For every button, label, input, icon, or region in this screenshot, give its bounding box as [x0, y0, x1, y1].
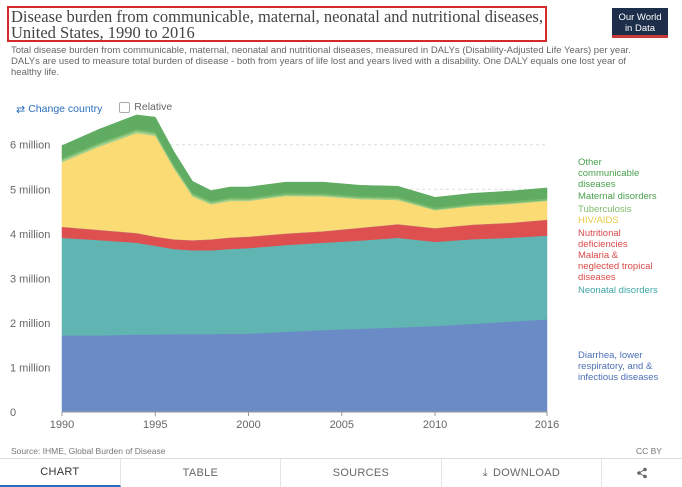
x-tick-label: 2005	[330, 419, 354, 431]
area-series-1	[61, 235, 548, 336]
chart-area: 0 1 million 2 million 3 million 4 million 5 m…	[10, 114, 659, 431]
share-icon	[637, 467, 647, 479]
y-tick-label: 4 million	[10, 229, 50, 241]
chart-subtitle: Total disease burden from communicable, …	[11, 45, 631, 78]
tab-chart-label: CHART	[40, 466, 80, 478]
y-tick-label: 3 million	[10, 273, 50, 285]
title-highlight-box	[7, 6, 547, 42]
tab-table[interactable]: TABLE	[121, 459, 282, 487]
x-tick-label: 2000	[236, 419, 260, 431]
x-tick-label: 2010	[423, 419, 447, 431]
change-country-label: Change country	[28, 103, 103, 115]
tab-chart[interactable]: CHART	[0, 459, 121, 487]
legend-line: Neonatal disorders	[578, 285, 658, 296]
logo-line-2: in Data	[624, 23, 656, 34]
y-tick-label: 0	[10, 407, 16, 419]
license-link[interactable]: CC BY	[636, 446, 662, 456]
legend-entry: Other communicable diseases	[578, 157, 639, 190]
swap-arrows-icon: ⇄	[16, 103, 26, 116]
legend-line: infectious diseases	[578, 372, 659, 383]
tab-table-label: TABLE	[182, 467, 219, 479]
legend-line: neglected tropical	[578, 261, 652, 272]
legend-line: communicable	[578, 168, 639, 179]
source-note: Source: IHME, Global Burden of Disease	[11, 446, 166, 456]
owid-logo[interactable]: Our World in Data	[612, 8, 668, 38]
legend-entry: Malaria & neglected tropical diseases	[578, 250, 652, 283]
chart-controls: ⇄ Change country Relative	[16, 101, 172, 116]
legend-line: Diarrhea, lower	[578, 350, 642, 361]
y-tick-label: 2 million	[10, 318, 50, 330]
download-icon: ⤓	[482, 466, 488, 479]
change-country-button[interactable]: ⇄ Change country	[16, 103, 102, 116]
legend-entry: Diarrhea, lower respiratory, and & infecti…	[578, 350, 659, 383]
bottom-tabs: CHART TABLE SOURCES ⤓ DOWNLOAD	[0, 458, 682, 487]
legend-line: diseases	[578, 179, 616, 190]
legend-line: Other	[578, 157, 602, 168]
legend-entry: Nutritional deficiencies	[578, 228, 628, 250]
legend-entry: HIV/AIDS	[578, 215, 619, 226]
y-tick-label: 5 million	[10, 184, 50, 196]
legend-line: respiratory, and &	[578, 361, 653, 372]
tab-download-label: DOWNLOAD	[492, 467, 561, 479]
y-tick-label: 6 million	[10, 140, 50, 152]
tab-download[interactable]: ⤓ DOWNLOAD	[442, 459, 603, 487]
legend-line: deficiencies	[578, 239, 628, 250]
tab-sources-label: SOURCES	[332, 467, 390, 479]
x-tick-label: 1990	[50, 419, 74, 431]
chart-title: Disease burden from communicable, matern…	[11, 7, 543, 42]
relative-label: Relative	[134, 101, 173, 113]
logo-line-1: Our World	[618, 12, 662, 23]
x-tick-label: 1995	[143, 419, 167, 431]
x-tick-label: 2016	[535, 419, 559, 431]
area-series-7	[61, 114, 548, 208]
legend-line: Nutritional	[578, 228, 621, 239]
legend-line: Maternal disorders	[578, 191, 657, 202]
legend-line: diseases	[578, 272, 616, 283]
tab-sources[interactable]: SOURCES	[281, 459, 442, 487]
legend-line: Tuberculosis	[578, 204, 632, 215]
legend-line: Malaria &	[578, 250, 619, 261]
legend-entry: Neonatal disorders	[578, 285, 658, 296]
y-tick-label: 1 million	[10, 362, 50, 374]
legend-line: HIV/AIDS	[578, 215, 619, 226]
relative-checkbox[interactable]	[119, 101, 131, 113]
legend-entry: Maternal disorders	[578, 191, 657, 202]
relative-toggle[interactable]: Relative	[119, 101, 172, 113]
tab-share[interactable]	[602, 459, 682, 487]
legend-entry: Tuberculosis	[578, 204, 632, 215]
